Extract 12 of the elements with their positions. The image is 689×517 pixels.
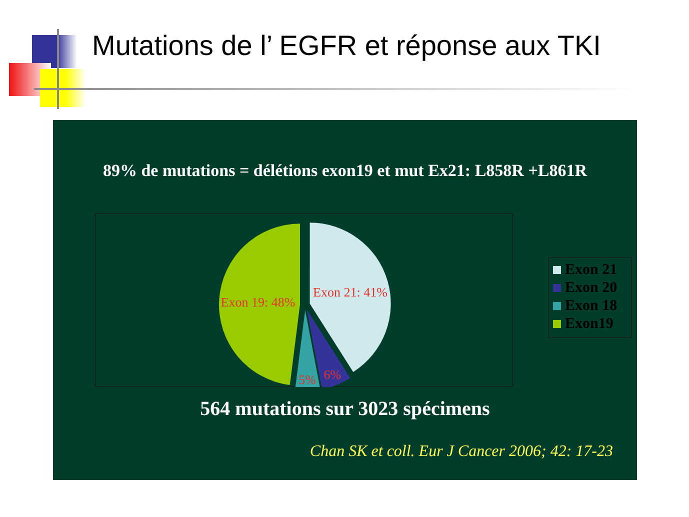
legend-label: Exon 20 <box>565 280 618 296</box>
data-label: 6% <box>324 366 342 382</box>
chart-title: Mutations de l’ EGFR et réponse aux TKI <box>92 30 601 62</box>
legend-label: Exon 18 <box>565 298 618 314</box>
data-label: Exon 19: 48% <box>220 294 296 310</box>
legend-label: Exon19 <box>565 316 614 332</box>
data-label: 5% <box>298 372 316 388</box>
text: Chan SK et coll. Eur J Cancer 2006; 42: 17-23 <box>308 443 613 461</box>
data-label: Exon 21: 41% <box>313 284 388 300</box>
text: 564 mutations sur 3023 spécimens <box>199 398 491 421</box>
legend-label: Exon 21 <box>565 262 618 278</box>
chart-subtitle: 89% de mutations = délétions exon19 et mut Ex21: L858R +L861R <box>102 161 588 181</box>
